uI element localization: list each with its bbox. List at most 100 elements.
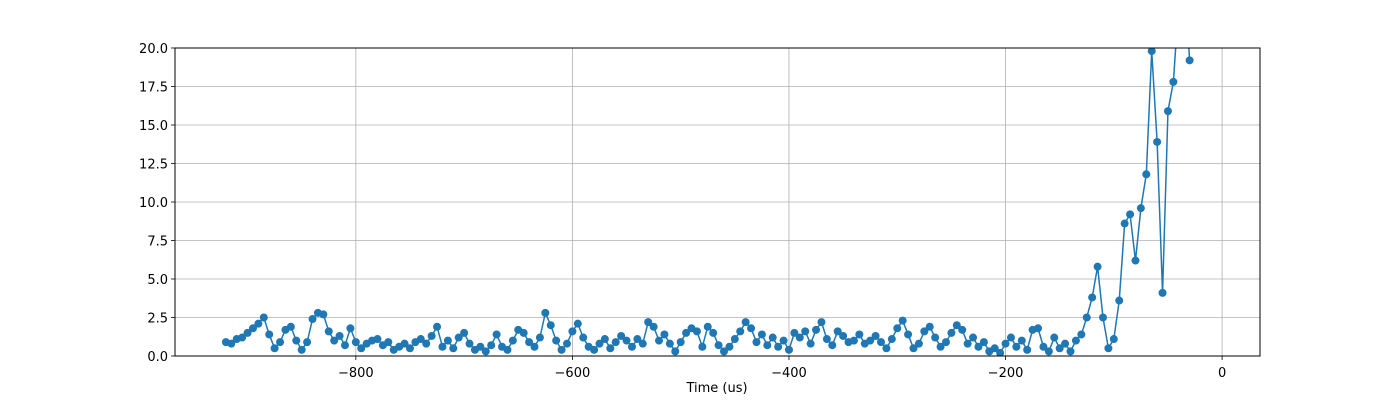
data-point <box>952 321 961 330</box>
data-point <box>763 341 772 350</box>
data-point <box>790 328 799 337</box>
data-point <box>227 339 236 348</box>
data-point <box>568 327 577 336</box>
data-point <box>969 333 978 342</box>
x-tick-label: −200 <box>988 366 1024 381</box>
data-point <box>590 345 599 354</box>
data-point <box>1034 324 1043 333</box>
data-point <box>947 328 956 337</box>
data-point <box>736 327 745 336</box>
data-point <box>1066 347 1075 356</box>
data-point <box>530 342 539 351</box>
data-point <box>562 339 571 348</box>
data-point <box>254 319 263 328</box>
data-point <box>1082 313 1091 322</box>
data-point <box>573 319 582 328</box>
data-point <box>600 335 609 344</box>
data-point <box>1153 137 1162 146</box>
data-point <box>1012 342 1021 351</box>
x-tick-label: −400 <box>771 366 807 381</box>
data-point <box>1109 335 1118 344</box>
data-point <box>481 347 490 356</box>
data-point <box>286 322 295 331</box>
data-point <box>433 322 442 331</box>
data-point <box>460 328 469 337</box>
data-point <box>1055 344 1064 353</box>
data-point <box>443 336 452 345</box>
data-point <box>828 341 837 350</box>
data-point <box>660 330 669 339</box>
data-point <box>893 324 902 333</box>
data-point <box>627 342 636 351</box>
data-point <box>833 327 842 336</box>
data-point <box>617 331 626 340</box>
data-point <box>330 336 339 345</box>
data-point <box>914 339 923 348</box>
data-point <box>920 327 929 336</box>
data-point <box>1023 345 1032 354</box>
data-point <box>774 342 783 351</box>
data-point <box>265 330 274 339</box>
data-point <box>979 338 988 347</box>
data-point <box>438 342 447 351</box>
data-point <box>400 339 409 348</box>
data-point <box>1158 288 1167 297</box>
data-point <box>384 338 393 347</box>
data-point <box>1077 330 1086 339</box>
data-point <box>525 338 534 347</box>
data-point <box>990 344 999 353</box>
data-point <box>855 330 864 339</box>
data-point <box>1142 170 1151 179</box>
data-point <box>449 344 458 353</box>
data-point <box>503 345 512 354</box>
y-tick-label: 15.0 <box>139 119 168 134</box>
data-point <box>351 338 360 347</box>
data-point <box>1061 339 1070 348</box>
data-point <box>682 328 691 337</box>
data-point <box>887 335 896 344</box>
data-point <box>676 338 685 347</box>
data-point <box>335 331 344 340</box>
data-point <box>1039 342 1048 351</box>
data-point <box>454 333 463 342</box>
data-point <box>465 339 474 348</box>
data-point <box>492 330 501 339</box>
data-point <box>519 328 528 337</box>
data-point <box>1071 336 1080 345</box>
data-point <box>1131 256 1140 265</box>
y-tick-label: 20.0 <box>139 42 168 57</box>
data-point <box>297 345 306 354</box>
data-point <box>557 345 566 354</box>
data-point <box>638 339 647 348</box>
data-point <box>904 330 913 339</box>
data-point <box>1001 339 1010 348</box>
data-point <box>709 328 718 337</box>
data-point <box>541 308 550 317</box>
data-point <box>779 336 788 345</box>
data-point <box>757 330 766 339</box>
data-point <box>958 325 967 334</box>
ticks: −800 −600 −400 −200 0 0.0 2.5 5.0 7.5 10.0 12.5 15.… <box>139 42 1226 381</box>
data-point <box>1044 347 1053 356</box>
data-point <box>941 338 950 347</box>
data-point <box>703 322 712 331</box>
data-point <box>936 342 945 351</box>
data-point <box>487 341 496 350</box>
data-point <box>812 325 821 334</box>
data-point <box>243 328 252 337</box>
data-point <box>238 333 247 342</box>
data-point <box>882 344 891 353</box>
data-point <box>405 344 414 353</box>
data-point <box>801 327 810 336</box>
data-point <box>276 338 285 347</box>
data-point <box>719 347 728 356</box>
data-point <box>633 335 642 344</box>
data-point <box>655 336 664 345</box>
data-point <box>1120 219 1129 228</box>
x-axis-label: Time (us) <box>685 381 747 396</box>
data-point <box>1169 77 1178 86</box>
data-point <box>341 341 350 350</box>
data-point <box>1126 210 1135 219</box>
y-tick-label: 12.5 <box>139 158 168 173</box>
